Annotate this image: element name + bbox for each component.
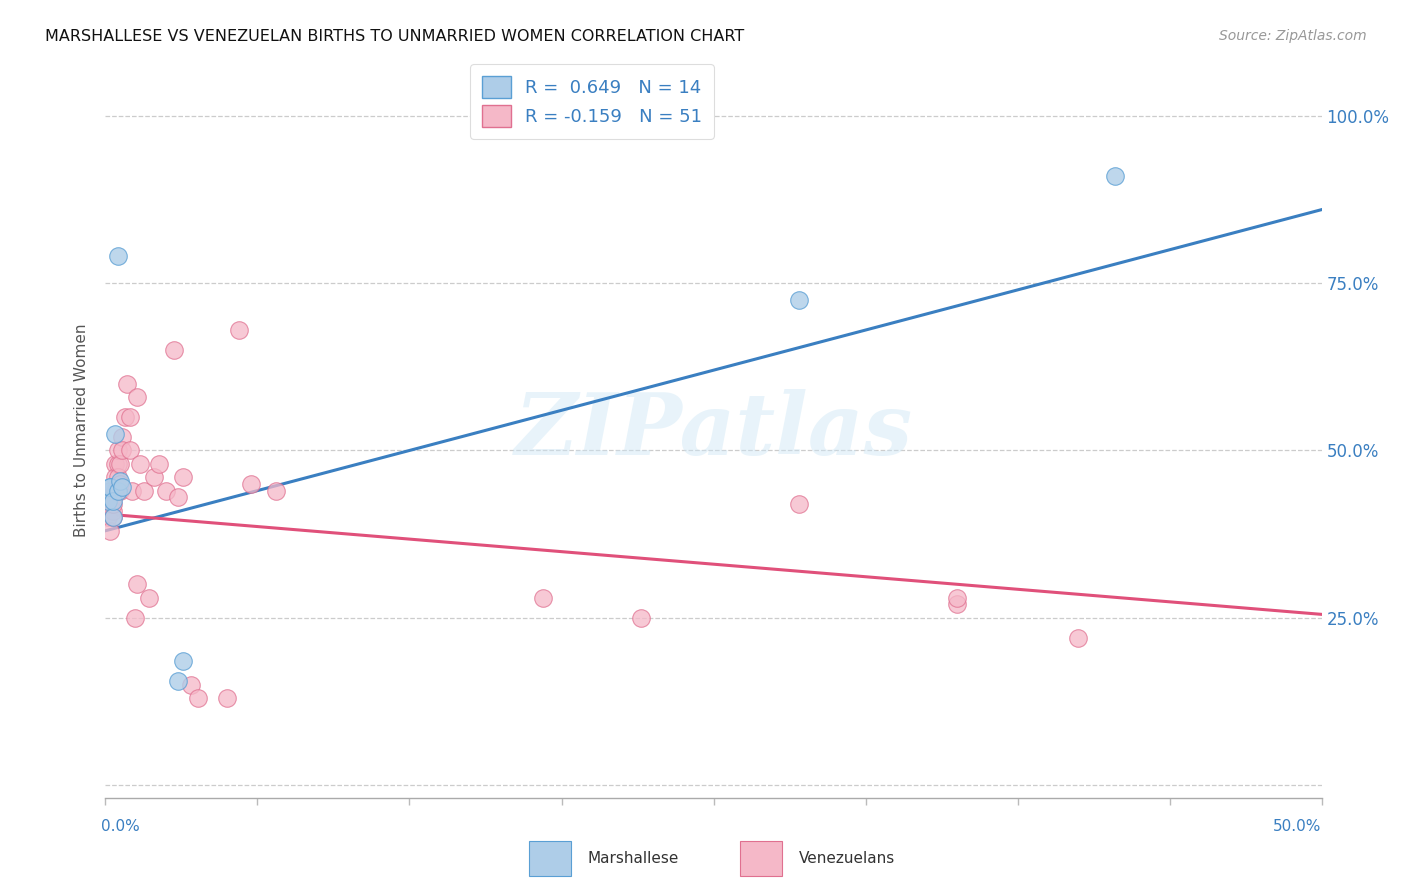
Point [108, 476, 131, 491]
Point [143, 470, 166, 484]
Point [107, 457, 129, 471]
Point [101, 503, 124, 517]
Point [108, 483, 131, 498]
Point [240, 476, 263, 491]
Point [125, 390, 148, 404]
Point [114, 410, 136, 425]
Point [162, 343, 184, 358]
Point [97, 497, 120, 511]
Text: Venezuelans: Venezuelans [799, 851, 894, 866]
Point [108, 474, 131, 488]
Point [217, 690, 239, 705]
Point [228, 323, 250, 337]
Point [101, 510, 124, 524]
Point [172, 654, 194, 668]
Text: 50.0%: 50.0% [1274, 819, 1322, 834]
Point [101, 497, 124, 511]
Point [98, 483, 121, 498]
FancyBboxPatch shape [740, 841, 782, 876]
Point [531, 591, 554, 605]
Point [104, 457, 127, 471]
Point [101, 490, 124, 504]
Point [107, 483, 129, 498]
Point [134, 483, 156, 498]
Point [108, 457, 131, 471]
Point [107, 470, 129, 484]
FancyBboxPatch shape [529, 841, 571, 876]
Point [107, 250, 129, 264]
Point [118, 443, 141, 458]
Point [98, 524, 121, 538]
Text: ZIPatlas: ZIPatlas [515, 389, 912, 472]
Point [104, 483, 127, 498]
Point [155, 483, 177, 498]
Point [104, 470, 127, 484]
Point [172, 470, 194, 484]
Point [98, 480, 121, 494]
Point [148, 457, 170, 471]
Text: Marshallese: Marshallese [588, 851, 679, 866]
Point [98, 497, 121, 511]
Point [167, 674, 190, 689]
Point [630, 611, 652, 625]
Point [945, 591, 967, 605]
Point [128, 457, 150, 471]
Point [1067, 631, 1090, 645]
Point [180, 678, 202, 692]
Point [787, 497, 810, 511]
Point [101, 510, 124, 524]
Point [125, 577, 148, 591]
Point [97, 510, 120, 524]
Point [111, 480, 134, 494]
Text: Source: ZipAtlas.com: Source: ZipAtlas.com [1219, 29, 1367, 43]
Point [787, 293, 810, 307]
Point [118, 410, 141, 425]
Text: MARSHALLESE VS VENEZUELAN BIRTHS TO UNMARRIED WOMEN CORRELATION CHART: MARSHALLESE VS VENEZUELAN BIRTHS TO UNMA… [45, 29, 744, 44]
Point [111, 443, 134, 458]
Point [1104, 169, 1126, 184]
Point [98, 480, 121, 494]
Point [138, 591, 160, 605]
Point [117, 376, 139, 391]
Point [107, 483, 129, 498]
Point [97, 493, 120, 508]
Text: 0.0%: 0.0% [101, 819, 141, 834]
Y-axis label: Births to Unmarried Women: Births to Unmarried Women [75, 324, 90, 537]
Point [187, 690, 209, 705]
Legend: R =  0.649   N = 14, R = -0.159   N = 51: R = 0.649 N = 14, R = -0.159 N = 51 [470, 64, 714, 139]
Point [124, 611, 146, 625]
Point [264, 483, 287, 498]
Point [167, 490, 190, 504]
Point [121, 483, 143, 498]
Point [945, 598, 967, 612]
Point [111, 430, 134, 444]
Point [107, 443, 129, 458]
Point [104, 426, 127, 441]
Point [101, 493, 124, 508]
Point [98, 490, 121, 504]
